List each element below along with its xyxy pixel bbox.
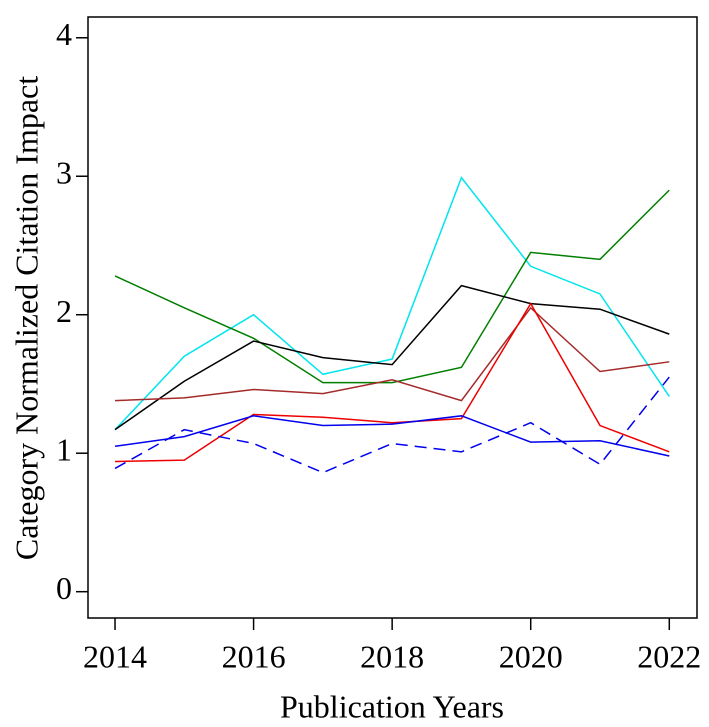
x-axis-label: Publication Years bbox=[280, 688, 504, 724]
y-tick-label: 0 bbox=[56, 570, 72, 606]
y-tick-label: 4 bbox=[56, 16, 72, 52]
series-line bbox=[114, 189, 670, 384]
series-line bbox=[114, 376, 670, 474]
x-tick-label: 2020 bbox=[499, 638, 563, 674]
y-tick-label: 3 bbox=[56, 155, 72, 191]
series-line bbox=[114, 176, 670, 431]
series-line bbox=[114, 284, 670, 431]
x-tick-label: 2018 bbox=[360, 638, 424, 674]
plot-frame bbox=[87, 16, 698, 619]
series-line bbox=[114, 306, 670, 402]
series-line bbox=[115, 302, 670, 463]
x-tick-label: 2022 bbox=[637, 638, 701, 674]
y-tick-label: 1 bbox=[56, 432, 72, 468]
x-tick-label: 2014 bbox=[83, 638, 147, 674]
x-tick-label: 2016 bbox=[222, 638, 286, 674]
y-axis-label: Category Normalized Citation Impact bbox=[8, 76, 44, 560]
y-tick-label: 2 bbox=[56, 293, 72, 329]
series-line bbox=[114, 415, 670, 457]
